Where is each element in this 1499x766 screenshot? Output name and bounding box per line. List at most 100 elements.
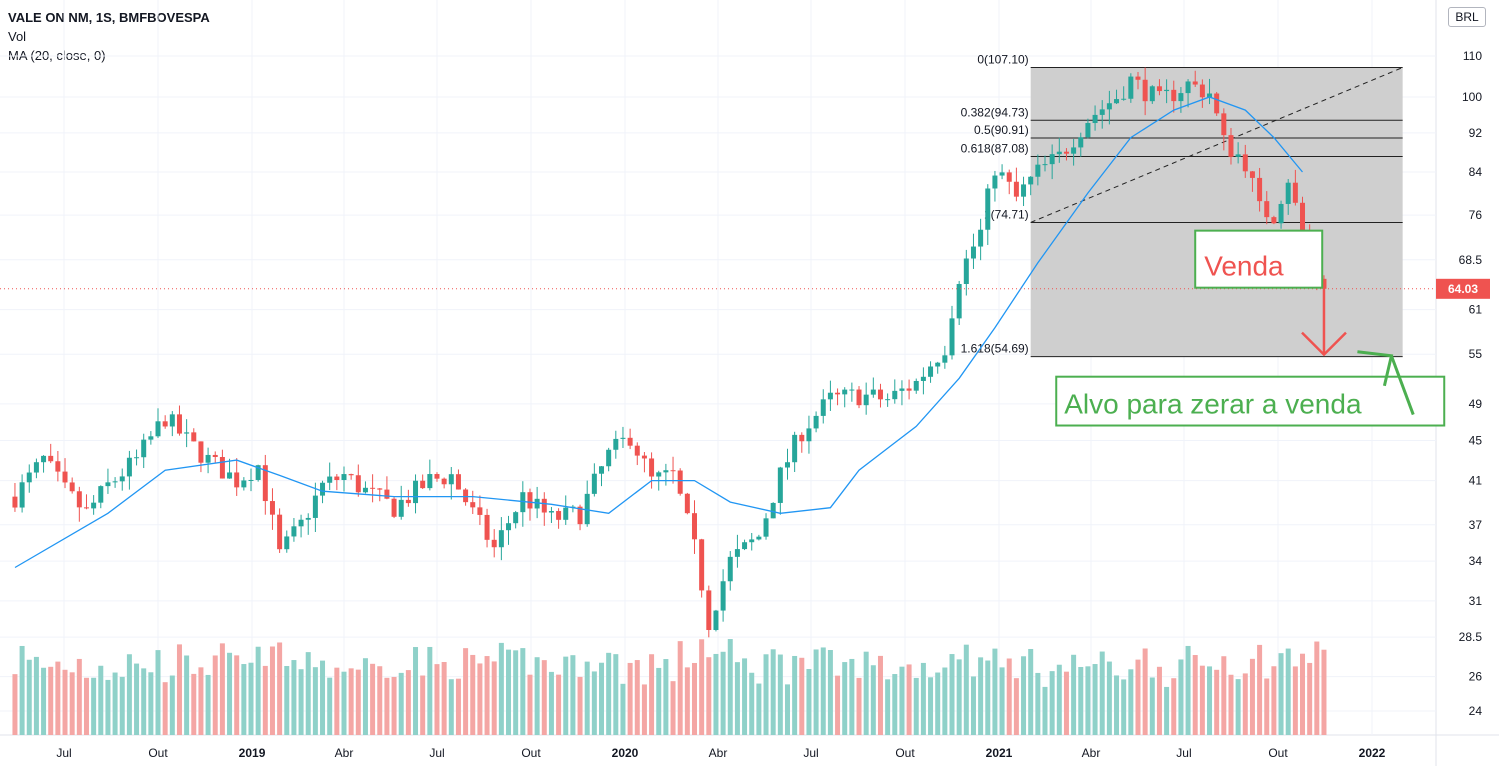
- volume-bar: [441, 662, 447, 735]
- volume-bar: [534, 657, 540, 735]
- candle-body: [198, 441, 204, 463]
- candle-body: [734, 549, 740, 557]
- volume-bar: [1285, 648, 1291, 735]
- candle-body: [634, 445, 640, 456]
- candle-body: [148, 436, 154, 440]
- candle-body: [620, 437, 626, 439]
- volume-indicator-label[interactable]: Vol: [8, 29, 27, 44]
- volume-bar: [169, 675, 175, 735]
- candle-body: [877, 389, 883, 400]
- volume-bar: [513, 650, 519, 735]
- volume-bar: [1171, 678, 1177, 735]
- candle-body: [162, 421, 168, 427]
- candle-body: [1013, 181, 1019, 197]
- volume-bar: [1178, 659, 1184, 735]
- venda-label: Venda: [1204, 251, 1284, 282]
- candle-body: [398, 499, 404, 517]
- candle-body: [820, 399, 826, 416]
- candle-body: [978, 229, 984, 247]
- volume-bar: [1021, 656, 1027, 735]
- candle-body: [1006, 172, 1012, 182]
- candle-body: [541, 498, 547, 513]
- x-tick-label: 2022: [1359, 746, 1386, 760]
- candle-body: [191, 432, 197, 442]
- candle-body: [892, 390, 898, 400]
- volume-bar: [255, 646, 261, 735]
- alvo-label: Alvo para zerar a venda: [1064, 389, 1362, 420]
- volume-bar: [1028, 648, 1034, 735]
- volume-bar: [620, 683, 626, 735]
- volume-bar: [749, 672, 755, 735]
- volume-bar: [491, 661, 497, 735]
- y-tick-label: 41: [1469, 474, 1483, 488]
- x-tick-label: Out: [521, 746, 541, 760]
- volume-bar: [670, 681, 676, 735]
- volume-bar: [355, 669, 361, 735]
- volume-bar: [98, 665, 104, 735]
- volume-bar: [405, 670, 411, 735]
- volume-bar: [892, 674, 898, 735]
- x-tick-label: Jul: [429, 746, 444, 760]
- volume-bar: [33, 656, 39, 735]
- volume-bar: [191, 673, 197, 735]
- volume-bar: [26, 659, 32, 735]
- candle-body: [105, 482, 111, 487]
- x-tick-label: 2020: [612, 746, 639, 760]
- candle-body: [1235, 154, 1241, 157]
- y-tick-label: 49: [1469, 397, 1483, 411]
- x-tick-label: Out: [895, 746, 915, 760]
- volume-bar: [320, 660, 326, 735]
- candle-body: [484, 514, 490, 540]
- volume-bar: [942, 667, 948, 735]
- candle-body: [756, 536, 762, 540]
- volume-bar: [12, 674, 18, 735]
- candle-body: [1249, 171, 1255, 178]
- alvo-arrow-head: [1357, 350, 1394, 387]
- volume-bar: [935, 672, 941, 735]
- candle-body: [1199, 84, 1205, 98]
- volume-bar: [842, 662, 848, 735]
- volume-bar: [434, 664, 440, 735]
- y-tick-label: 92: [1469, 126, 1483, 140]
- candle-body: [155, 421, 161, 437]
- candle-body: [720, 581, 726, 611]
- candle-body: [956, 283, 962, 319]
- candle-body: [527, 492, 533, 509]
- volume-series: [12, 639, 1327, 735]
- volume-bar: [413, 647, 419, 735]
- candle-body: [749, 539, 755, 543]
- volume-bar: [134, 663, 140, 735]
- volume-bar: [148, 672, 154, 735]
- volume-bar: [706, 657, 712, 735]
- volume-bar: [899, 666, 905, 735]
- candle-body: [441, 478, 447, 485]
- volume-bar: [1292, 666, 1298, 735]
- candle-body: [856, 389, 862, 406]
- volume-bar: [656, 667, 662, 735]
- x-tick-label: Abr: [709, 746, 728, 760]
- volume-bar: [1006, 658, 1012, 735]
- candle-body: [591, 473, 597, 494]
- candle-body: [906, 388, 912, 391]
- candle-body: [670, 470, 676, 472]
- volume-bar: [527, 674, 533, 735]
- candle-body: [548, 511, 554, 513]
- candle-body: [1192, 81, 1198, 85]
- candle-body: [885, 399, 891, 401]
- candle-body: [1271, 217, 1277, 224]
- volume-bar: [277, 642, 283, 735]
- candle-body: [1071, 147, 1077, 154]
- candle-body: [784, 462, 790, 468]
- y-tick-label: 37: [1469, 518, 1483, 532]
- candle-body: [777, 467, 783, 503]
- candle-body: [835, 392, 841, 395]
- currency-badge[interactable]: BRL: [1448, 7, 1486, 27]
- volume-bar: [341, 671, 347, 735]
- volume-bar: [362, 658, 368, 735]
- volume-bar: [606, 652, 612, 735]
- x-tick-label: Jul: [56, 746, 71, 760]
- volume-bar: [91, 677, 97, 735]
- volume-bar: [69, 672, 75, 735]
- volume-bar: [1192, 655, 1198, 735]
